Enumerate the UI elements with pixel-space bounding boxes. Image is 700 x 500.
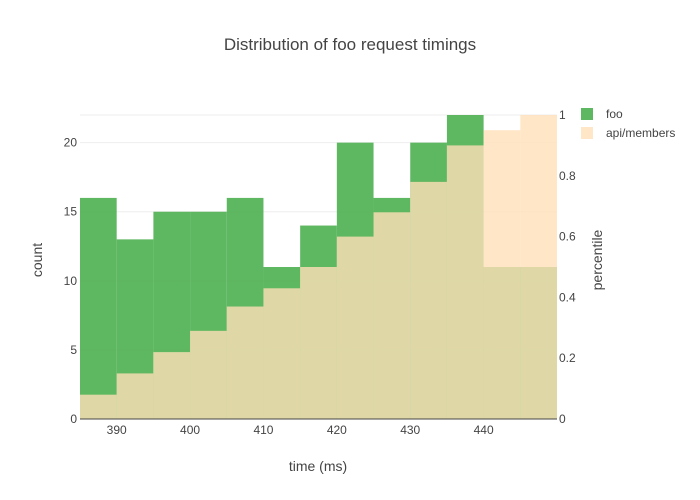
- y2-tick-label-5: 1: [559, 108, 566, 122]
- bar-api-members-5: [263, 288, 301, 419]
- legend: foo api/members: [581, 107, 675, 140]
- x-axis-title: time (ms): [289, 458, 347, 474]
- bar-api-members-4: [226, 306, 264, 419]
- legend-label-foo[interactable]: foo: [606, 107, 623, 121]
- x-tick-label-5: 440: [474, 423, 494, 437]
- bar-api-members-12: [520, 115, 557, 419]
- bar-api-members-0: [80, 394, 117, 419]
- bar-api-members-10: [446, 145, 484, 419]
- x-tick-label-4: 430: [400, 423, 420, 437]
- y2-tick-label-4: 0.8: [559, 169, 576, 183]
- bar-api-members-11: [483, 130, 521, 419]
- y2-tick-label-2: 0.4: [559, 290, 576, 304]
- bar-api-members-3: [190, 330, 227, 419]
- bar-api-members-1: [116, 373, 154, 419]
- y2-axis-title: percentile: [589, 229, 605, 290]
- bar-api-members-8: [373, 212, 411, 419]
- x-tick-label-0: 390: [107, 423, 127, 437]
- bar-foo-0: [80, 197, 117, 419]
- y-axis-title: count: [29, 243, 45, 277]
- bar-api-members-9: [410, 181, 447, 419]
- axes: 390 400 410 420 430 440 0 5 10 15 20 0 0.2 0.4 0.6 0.8 1: [64, 108, 576, 437]
- chart-title: Distribution of foo request timings: [224, 35, 476, 54]
- y-tick-label-1: 5: [70, 343, 77, 357]
- x-tick-label-3: 420: [327, 423, 347, 437]
- y-tick-label-3: 15: [64, 205, 78, 219]
- legend-swatch-foo[interactable]: [581, 108, 593, 120]
- x-tick-label-2: 410: [253, 423, 273, 437]
- bar-api-members-2: [153, 352, 191, 419]
- x-tick-label-1: 400: [180, 423, 200, 437]
- y-tick-label-0: 0: [70, 412, 77, 426]
- y2-tick-label-1: 0.2: [559, 351, 576, 365]
- y-tick-label-2: 10: [64, 274, 78, 288]
- y2-tick-label-0: 0: [559, 412, 566, 426]
- y-tick-label-4: 20: [64, 136, 78, 150]
- legend-label-api-members[interactable]: api/members: [606, 126, 675, 140]
- y2-tick-label-3: 0.6: [559, 230, 576, 244]
- bars: [80, 115, 557, 420]
- bar-api-members-6: [300, 267, 337, 419]
- bar-api-members-7: [336, 236, 374, 419]
- legend-swatch-api-members[interactable]: [581, 127, 593, 139]
